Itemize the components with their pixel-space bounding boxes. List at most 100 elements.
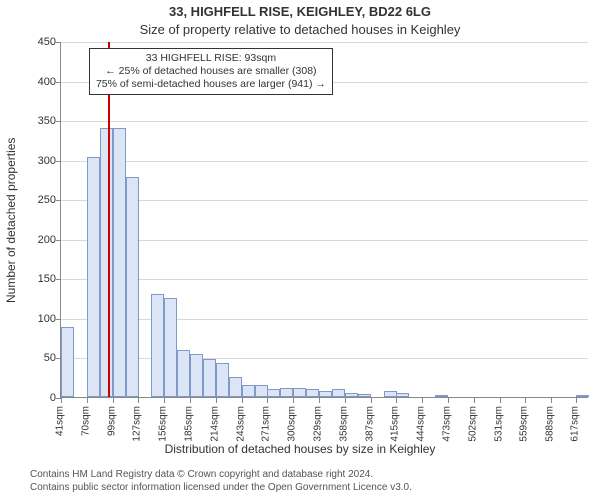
x-tick-label: 559sqm: [518, 406, 529, 442]
plot-area: 33 HIGHFELL RISE: 93sqm← 25% of detached…: [60, 42, 588, 398]
y-tick-label: 0: [16, 392, 56, 404]
x-tick-mark: [396, 398, 397, 403]
x-tick-mark: [61, 398, 62, 403]
x-tick-mark: [576, 398, 577, 403]
x-tick-mark: [267, 398, 268, 403]
histogram-bar: [332, 389, 345, 397]
x-tick-mark: [500, 398, 501, 403]
chart-footer: Contains HM Land Registry data © Crown c…: [30, 468, 412, 494]
x-tick-mark: [319, 398, 320, 403]
x-tick-mark: [371, 398, 372, 403]
x-tick-label: 329sqm: [312, 406, 323, 442]
y-tick-label: 400: [16, 76, 56, 88]
histogram-bar: [345, 393, 358, 397]
x-tick-label: 415sqm: [389, 406, 400, 442]
y-tick-label: 200: [16, 234, 56, 246]
x-tick-label: 387sqm: [364, 406, 375, 442]
histogram-bar: [216, 363, 229, 397]
y-tick-mark: [56, 240, 61, 241]
histogram-bar: [319, 391, 332, 397]
grid-line: [61, 240, 588, 241]
y-tick-mark: [56, 82, 61, 83]
x-tick-mark: [293, 398, 294, 403]
x-tick-label: 214sqm: [209, 406, 220, 442]
histogram-bar: [151, 294, 164, 397]
histogram-bar: [61, 327, 74, 397]
histogram-bar: [306, 389, 319, 397]
x-tick-label: 271sqm: [260, 406, 271, 442]
x-tick-mark: [87, 398, 88, 403]
grid-line: [61, 279, 588, 280]
x-tick-mark: [138, 398, 139, 403]
chart-title-desc: Size of property relative to detached ho…: [0, 22, 600, 37]
y-tick-label: 300: [16, 155, 56, 167]
y-tick-label: 350: [16, 115, 56, 127]
x-tick-mark: [113, 398, 114, 403]
y-tick-mark: [56, 161, 61, 162]
x-tick-mark: [345, 398, 346, 403]
x-tick-label: 358sqm: [338, 406, 349, 442]
histogram-bar: [87, 157, 100, 397]
histogram-bar: [190, 354, 203, 398]
footer-line1: Contains HM Land Registry data © Crown c…: [30, 468, 412, 481]
x-tick-mark: [422, 398, 423, 403]
grid-line: [61, 200, 588, 201]
x-tick-mark: [474, 398, 475, 403]
x-tick-mark: [448, 398, 449, 403]
histogram-bar: [242, 385, 255, 397]
histogram-bar: [100, 128, 113, 397]
grid-line: [61, 42, 588, 43]
y-tick-mark: [56, 319, 61, 320]
annotation-title: 33 HIGHFELL RISE: 93sqm: [96, 52, 326, 65]
histogram-bar: [255, 385, 268, 397]
y-tick-label: 100: [16, 313, 56, 325]
x-tick-label: 70sqm: [80, 406, 91, 436]
annotation-smaller: ← 25% of detached houses are smaller (30…: [96, 65, 326, 78]
y-tick-label: 150: [16, 273, 56, 285]
histogram-bar: [576, 395, 589, 397]
x-tick-label: 588sqm: [544, 406, 555, 442]
y-tick-mark: [56, 42, 61, 43]
histogram-bar: [203, 359, 216, 397]
histogram-bar: [177, 350, 190, 397]
x-tick-label: 617sqm: [570, 406, 581, 442]
x-tick-label: 531sqm: [493, 406, 504, 442]
histogram-bar: [435, 395, 448, 397]
x-tick-label: 502sqm: [467, 406, 478, 442]
y-tick-label: 50: [16, 352, 56, 364]
y-tick-mark: [56, 121, 61, 122]
x-tick-mark: [216, 398, 217, 403]
grid-line: [61, 358, 588, 359]
x-tick-label: 473sqm: [441, 406, 452, 442]
histogram-bar: [358, 394, 371, 397]
histogram-bar: [293, 388, 306, 397]
property-size-chart: 33, HIGHFELL RISE, KEIGHLEY, BD22 6LG Si…: [0, 0, 600, 500]
x-axis-label: Distribution of detached houses by size …: [0, 442, 600, 456]
x-tick-mark: [190, 398, 191, 403]
x-tick-label: 300sqm: [286, 406, 297, 442]
x-tick-mark: [242, 398, 243, 403]
histogram-bar: [396, 393, 409, 397]
x-tick-mark: [551, 398, 552, 403]
x-tick-label: 444sqm: [415, 406, 426, 442]
y-tick-mark: [56, 200, 61, 201]
histogram-bar: [229, 377, 242, 397]
histogram-bar: [267, 389, 280, 397]
annotation-larger: 75% of semi-detached houses are larger (…: [96, 78, 326, 91]
footer-line2: Contains public sector information licen…: [30, 481, 412, 494]
x-tick-label: 99sqm: [106, 406, 117, 436]
chart-title-address: 33, HIGHFELL RISE, KEIGHLEY, BD22 6LG: [0, 4, 600, 19]
histogram-bar: [126, 177, 139, 397]
grid-line: [61, 319, 588, 320]
x-tick-label: 41sqm: [55, 406, 66, 436]
x-tick-label: 127sqm: [131, 406, 142, 442]
annotation-box: 33 HIGHFELL RISE: 93sqm← 25% of detached…: [89, 48, 333, 95]
x-tick-label: 185sqm: [183, 406, 194, 442]
x-tick-label: 243sqm: [235, 406, 246, 442]
histogram-bar: [164, 298, 177, 397]
y-tick-label: 450: [16, 36, 56, 48]
histogram-bar: [113, 128, 126, 397]
x-tick-mark: [164, 398, 165, 403]
grid-line: [61, 161, 588, 162]
histogram-bar: [280, 388, 293, 397]
